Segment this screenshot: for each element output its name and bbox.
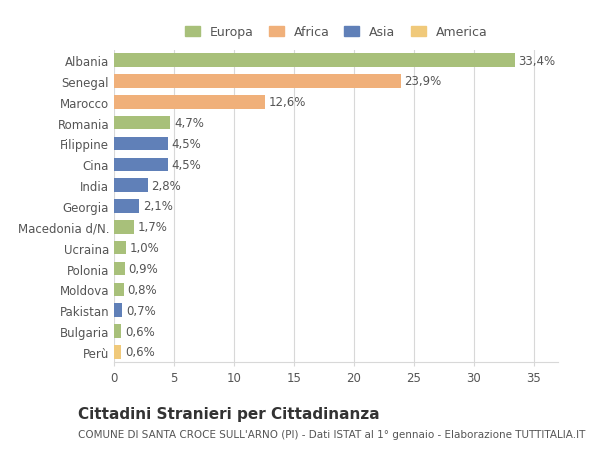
Text: 4,5%: 4,5% — [172, 158, 202, 171]
Bar — [114, 96, 265, 109]
Text: 0,9%: 0,9% — [128, 263, 158, 275]
Bar — [114, 158, 168, 172]
Text: 0,6%: 0,6% — [125, 346, 155, 358]
Text: 0,6%: 0,6% — [125, 325, 155, 338]
Text: COMUNE DI SANTA CROCE SULL'ARNO (PI) - Dati ISTAT al 1° gennaio - Elaborazione T: COMUNE DI SANTA CROCE SULL'ARNO (PI) - D… — [78, 429, 586, 439]
Text: Cittadini Stranieri per Cittadinanza: Cittadini Stranieri per Cittadinanza — [78, 406, 380, 421]
Text: 12,6%: 12,6% — [269, 96, 306, 109]
Bar — [114, 262, 125, 276]
Text: 0,7%: 0,7% — [126, 304, 156, 317]
Bar — [114, 137, 168, 151]
Bar — [114, 221, 134, 234]
Text: 4,7%: 4,7% — [174, 117, 204, 130]
Text: 2,8%: 2,8% — [151, 179, 181, 192]
Bar — [114, 304, 122, 317]
Bar — [114, 325, 121, 338]
Bar — [114, 75, 401, 89]
Text: 23,9%: 23,9% — [404, 75, 442, 88]
Bar — [114, 200, 139, 213]
Text: 1,0%: 1,0% — [130, 242, 160, 255]
Text: 33,4%: 33,4% — [518, 55, 556, 67]
Bar — [114, 179, 148, 192]
Bar — [114, 241, 126, 255]
Text: 0,8%: 0,8% — [127, 283, 157, 296]
Text: 2,1%: 2,1% — [143, 200, 173, 213]
Bar — [114, 117, 170, 130]
Bar — [114, 54, 515, 67]
Legend: Europa, Africa, Asia, America: Europa, Africa, Asia, America — [181, 22, 491, 43]
Bar — [114, 346, 121, 359]
Bar — [114, 283, 124, 297]
Text: 1,7%: 1,7% — [138, 221, 168, 234]
Text: 4,5%: 4,5% — [172, 138, 202, 151]
